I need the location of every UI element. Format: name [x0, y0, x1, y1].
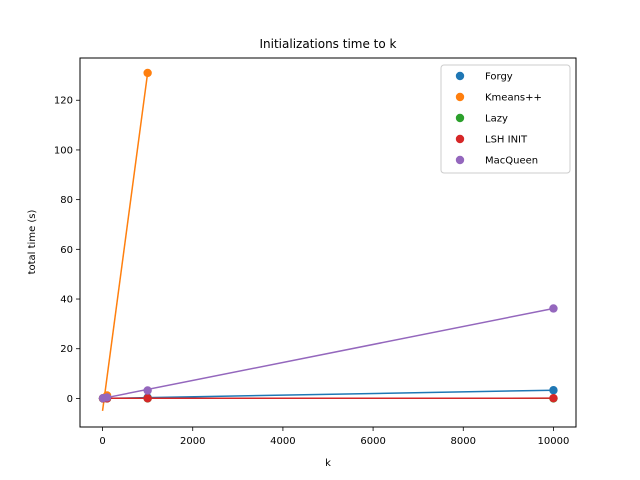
- series-line-macqueen: [102, 307, 554, 400]
- x-tick-label-2: 4000: [270, 436, 295, 447]
- legend-item-kmeans: Kmeans++: [455, 92, 542, 104]
- legend-item-lsh-init: LSH INIT: [455, 134, 528, 146]
- legend-label-macqueen: MacQueen: [485, 156, 538, 167]
- y-tick-label-5: 100: [54, 145, 73, 156]
- x-tick-label-0: 0: [99, 436, 105, 447]
- legend-label-kmeans: Kmeans++: [485, 93, 542, 104]
- y-tick-label-0: 0: [67, 394, 73, 405]
- x-tick-label-3: 6000: [360, 436, 385, 447]
- x-tick-label-5: 10000: [538, 436, 570, 447]
- axis-ticks: 0 2000 4000 6000 8000 10000 0 20 40 60 80 100 120: [54, 96, 569, 447]
- y-axis-title: total time (s): [27, 209, 38, 274]
- legend-marker-lsh-init: [455, 134, 465, 144]
- y-tick-label-6: 120: [54, 96, 73, 107]
- legend-label-lazy: Lazy: [485, 114, 508, 125]
- legend-item-lazy: Lazy: [455, 113, 508, 125]
- y-tick-label-3: 60: [60, 245, 73, 256]
- x-tick-label-1: 2000: [180, 436, 205, 447]
- legend: Forgy Kmeans++ Lazy LSH INIT MacQueen: [440, 64, 571, 174]
- data-point-lsh-init-2: [143, 394, 152, 403]
- legend-box: [440, 64, 571, 174]
- data-point-kmeans-2: [143, 68, 152, 78]
- legend-item-forgy: Forgy: [455, 71, 513, 83]
- data-point-forgy-3: [549, 386, 558, 395]
- x-axis-title: k: [325, 458, 331, 469]
- chart-title: Initializations time to k: [260, 37, 397, 51]
- data-point-macqueen-2: [143, 386, 152, 395]
- legend-marker-forgy: [455, 71, 465, 81]
- y-tick-label-4: 80: [60, 195, 73, 206]
- data-point-macqueen-1: [102, 393, 112, 402]
- x-tick-label-4: 8000: [451, 436, 476, 447]
- legend-marker-macqueen: [455, 155, 465, 165]
- series-line-kmeans: [101, 72, 149, 411]
- series-macqueen: [98, 304, 558, 403]
- legend-item-macqueen: MacQueen: [455, 155, 538, 167]
- legend-marker-lazy: [455, 113, 465, 123]
- data-point-lsh-init-3: [549, 393, 558, 403]
- series-line-forgy: [102, 389, 554, 400]
- legend-label-forgy: Forgy: [485, 72, 513, 83]
- plot-area: [98, 68, 558, 411]
- y-tick-label-1: 20: [60, 344, 73, 355]
- plot-frame: [79, 57, 577, 428]
- legend-label-lsh-init: LSH INIT: [485, 135, 528, 146]
- y-tick-label-2: 40: [60, 295, 73, 306]
- data-point-macqueen-3: [549, 304, 558, 313]
- legend-marker-kmeans: [455, 92, 465, 102]
